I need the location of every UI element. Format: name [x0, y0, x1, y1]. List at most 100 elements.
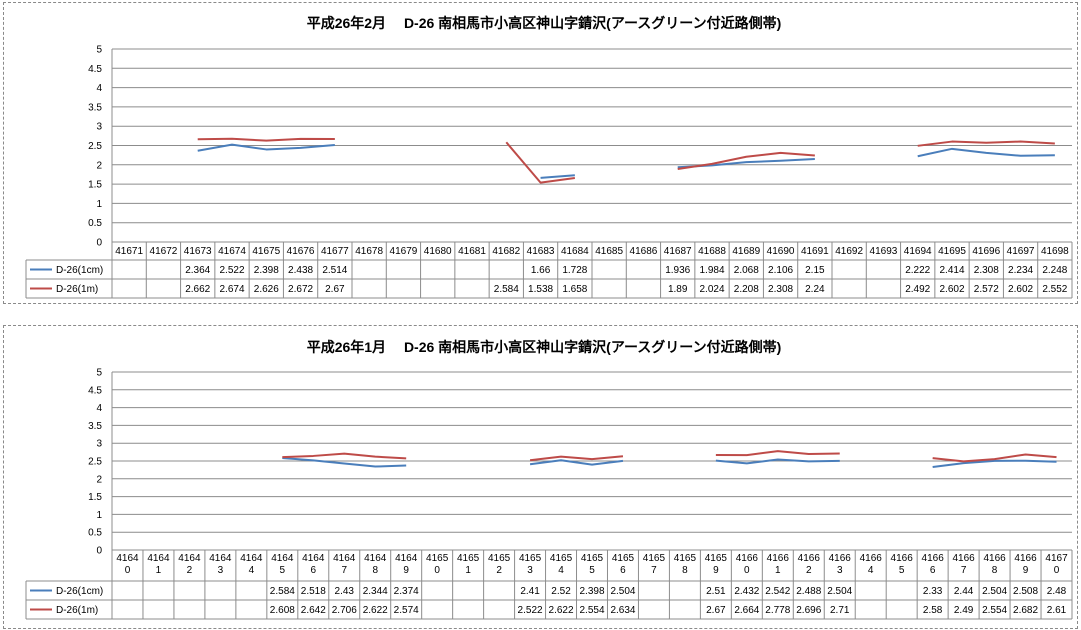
- x-category-label: 4165 8: [674, 553, 697, 576]
- data-table-cell: 2.41: [520, 586, 540, 597]
- chart-february: 平成26年2月 D-26 南相馬市小高区神山字錆沢(アースグリーン付近路側帯) 0…: [25, 15, 1073, 299]
- x-category-label: 41695: [938, 246, 966, 257]
- x-category-label: 41672: [150, 246, 178, 257]
- data-table-cell: 2.222: [905, 265, 930, 276]
- x-category-label: 41697: [1007, 246, 1035, 257]
- data-table-cell: 2.234: [1008, 265, 1033, 276]
- x-category-label: 4164 5: [271, 553, 294, 576]
- y-tick-label: 4: [96, 83, 102, 94]
- y-tick-label: 1: [96, 199, 102, 210]
- data-table-cell: 2.492: [905, 284, 930, 295]
- y-tick-label: 3.5: [88, 102, 102, 113]
- series-line-1m: [917, 140, 1055, 147]
- x-category-label: 4164 8: [364, 553, 387, 576]
- x-category-label: 41684: [561, 246, 589, 257]
- data-table-cell: 2.542: [765, 586, 790, 597]
- chart-panel-january: 平成26年1月 D-26 南相馬市小高区神山字錆沢(アースグリーン付近路側帯) 0…: [3, 325, 1078, 629]
- x-category-label: 41694: [904, 246, 932, 257]
- x-category-label: 4164 6: [302, 553, 325, 576]
- series-line-1cm: [917, 147, 1055, 158]
- series-line-1m: [677, 151, 815, 171]
- data-table-cell: 2.584: [270, 586, 295, 597]
- data-table-cell: 2.622: [549, 605, 574, 616]
- y-tick-label: 3: [96, 122, 102, 133]
- x-category-label: 4164 1: [147, 553, 170, 576]
- series-line-1cm: [715, 458, 840, 465]
- x-category-label: 4166 9: [1014, 553, 1037, 576]
- y-tick-label: 4.5: [88, 385, 102, 396]
- x-category-label: 41698: [1041, 246, 1069, 257]
- x-category-label: 41688: [698, 246, 726, 257]
- x-category-label: 4166 8: [983, 553, 1006, 576]
- data-table-cell: 2.602: [939, 284, 964, 295]
- series-line-1m: [715, 450, 840, 457]
- x-category-label: 41687: [664, 246, 692, 257]
- data-table-cell: 2.15: [805, 265, 825, 276]
- y-tick-label: 0: [96, 238, 102, 249]
- data-table-cell: 2.522: [219, 265, 244, 276]
- x-category-label: 4165 0: [426, 553, 449, 576]
- data-table-cell: 2.432: [734, 586, 759, 597]
- data-table-cell: 2.508: [1013, 586, 1038, 597]
- y-tick-label: 2: [96, 160, 102, 171]
- y-tick-label: 2: [96, 474, 102, 485]
- series-line-1cm: [282, 457, 407, 468]
- y-tick-label: 0: [96, 546, 102, 557]
- x-category-label: 41686: [630, 246, 658, 257]
- data-table-cell: 2.44: [954, 586, 974, 597]
- y-tick-label: 0.5: [88, 528, 102, 539]
- data-table-cell: 2.662: [185, 284, 210, 295]
- x-category-label: 41690: [767, 246, 795, 257]
- x-category-label: 41671: [115, 246, 143, 257]
- data-table-cell: 2.504: [982, 586, 1007, 597]
- data-table-cell: 2.488: [796, 586, 821, 597]
- data-table-cell: 2.308: [974, 265, 999, 276]
- y-tick-label: 5: [96, 45, 102, 56]
- data-table-cell: 2.61: [1047, 605, 1067, 616]
- data-table-cell: 2.642: [301, 605, 326, 616]
- y-tick-label: 1.5: [88, 180, 102, 191]
- x-category-label: 4165 4: [550, 553, 573, 576]
- x-category-label: 41674: [218, 246, 246, 257]
- data-table-cell: 2.43: [335, 586, 355, 597]
- x-category-label: 41693: [870, 246, 898, 257]
- data-table-cell: 2.398: [579, 586, 604, 597]
- x-category-label: 41680: [424, 246, 452, 257]
- y-tick-label: 1: [96, 510, 102, 521]
- y-tick-label: 0.5: [88, 218, 102, 229]
- data-table-cell: 1.728: [562, 265, 587, 276]
- data-table-cell: 2.67: [706, 605, 726, 616]
- data-table-cell: 2.308: [768, 284, 793, 295]
- data-table-cell: 2.672: [288, 284, 313, 295]
- y-tick-label: 3: [96, 439, 102, 450]
- data-table-cell: 1.658: [562, 284, 587, 295]
- x-category-label: 41682: [492, 246, 520, 257]
- data-table-cell: 2.634: [610, 605, 635, 616]
- x-category-label: 4165 9: [705, 553, 728, 576]
- series-line-1cm: [197, 143, 335, 152]
- data-table-cell: 2.106: [768, 265, 793, 276]
- x-category-label: 4165 5: [581, 553, 604, 576]
- x-category-label: 4166 2: [798, 553, 821, 576]
- x-category-label: 41691: [801, 246, 829, 257]
- data-table-cell: 2.778: [765, 605, 790, 616]
- legend-label: D-26(1m): [56, 284, 98, 295]
- data-table-cell: 1.538: [528, 284, 553, 295]
- x-category-label: 4164 0: [116, 553, 139, 576]
- y-tick-label: 4: [96, 403, 102, 414]
- data-table-cell: 2.664: [734, 605, 759, 616]
- data-table-cell: 1.936: [665, 265, 690, 276]
- chart-title: 平成26年1月 D-26 南相馬市小高区神山字錆沢(アースグリーン付近路側帯): [307, 339, 782, 355]
- y-tick-label: 1.5: [88, 492, 102, 503]
- x-category-label: 41681: [458, 246, 486, 257]
- legend-label: D-26(1cm): [56, 586, 103, 597]
- data-table-cell: 2.608: [270, 605, 295, 616]
- chart-january: 平成26年1月 D-26 南相馬市小高区神山字錆沢(アースグリーン付近路側帯) 0…: [25, 339, 1073, 620]
- data-table-cell: 2.682: [1013, 605, 1038, 616]
- x-category-label: 4164 7: [333, 553, 356, 576]
- data-table-cell: 2.364: [185, 265, 210, 276]
- data-table-cell: 2.522: [518, 605, 543, 616]
- data-table-cell: 2.344: [363, 586, 388, 597]
- data-table-cell: 2.438: [288, 265, 313, 276]
- data-table-cell: 2.584: [494, 284, 519, 295]
